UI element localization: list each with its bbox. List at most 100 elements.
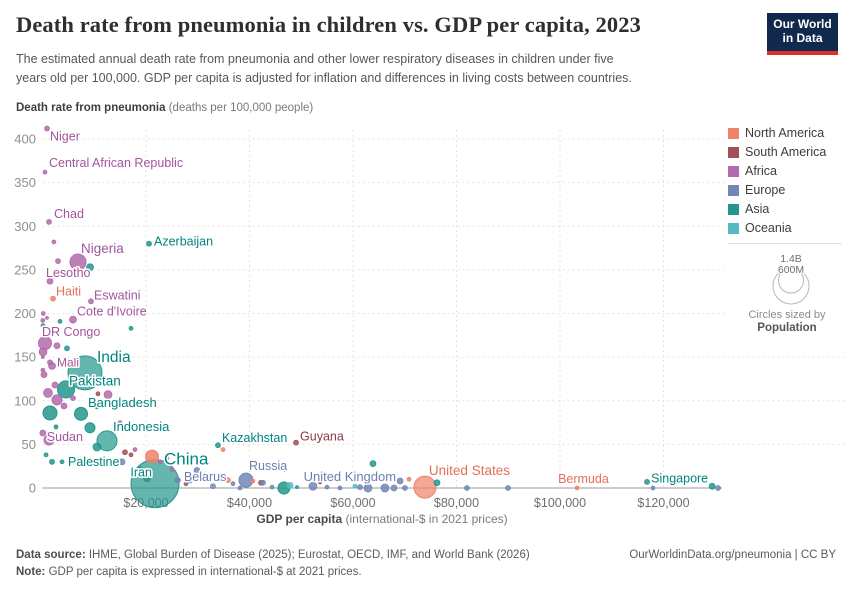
data-point[interactable] xyxy=(193,467,201,474)
data-point[interactable] xyxy=(269,484,275,490)
data-point-sudan[interactable] xyxy=(39,429,47,437)
data-point[interactable] xyxy=(260,479,266,486)
data-point[interactable] xyxy=(70,395,76,402)
data-point-guyana[interactable] xyxy=(293,439,299,446)
country-label-india[interactable]: India xyxy=(95,347,132,367)
country-label-palestine[interactable]: Palestine xyxy=(67,453,121,470)
data-point-united-states[interactable] xyxy=(413,475,437,499)
country-label-indonesia[interactable]: Indonesia xyxy=(111,417,171,435)
legend-item-asia[interactable]: Asia xyxy=(728,202,846,216)
data-point[interactable] xyxy=(51,394,63,406)
data-point[interactable] xyxy=(644,479,650,485)
country-label-belarus[interactable]: Belarus xyxy=(182,469,227,486)
data-point-mali[interactable] xyxy=(47,359,53,366)
country-label-russia[interactable]: Russia xyxy=(247,458,288,475)
data-point[interactable] xyxy=(38,347,48,357)
data-point[interactable] xyxy=(86,263,94,272)
country-label-azerbaijan[interactable]: Azerbaijan xyxy=(153,233,215,250)
data-point[interactable] xyxy=(505,485,511,491)
owid-url-link[interactable]: OurWorldinData.org/pneumonia | CC BY xyxy=(629,549,836,561)
country-label-cote-d-ivoire[interactable]: Cote d'Ivoire xyxy=(75,303,148,320)
data-point[interactable] xyxy=(324,484,330,490)
country-label-chad[interactable]: Chad xyxy=(53,205,86,222)
owid-logo[interactable]: Our World in Data xyxy=(767,13,838,55)
country-label-kazakhstan[interactable]: Kazakhstan xyxy=(220,430,288,447)
data-point-palestine[interactable] xyxy=(59,459,65,465)
data-point-singapore[interactable] xyxy=(708,482,716,490)
data-point[interactable] xyxy=(337,485,343,491)
data-point-bangladesh[interactable] xyxy=(74,406,89,421)
country-label-nigeria[interactable]: Nigeria xyxy=(80,240,126,258)
data-point[interactable] xyxy=(95,391,101,397)
data-point[interactable] xyxy=(103,390,113,400)
data-point[interactable] xyxy=(43,434,55,446)
data-point[interactable] xyxy=(118,458,126,466)
data-point[interactable] xyxy=(128,325,134,331)
data-point[interactable] xyxy=(464,485,470,491)
data-point[interactable] xyxy=(92,442,102,452)
data-point-chad[interactable] xyxy=(46,219,52,225)
country-label-haiti[interactable]: Haiti xyxy=(55,283,83,300)
country-label-central-african-republic[interactable]: Central African Republic xyxy=(47,155,184,172)
data-point[interactable] xyxy=(40,311,46,316)
legend-item-oceania[interactable]: Oceania xyxy=(728,221,846,235)
data-point[interactable] xyxy=(380,483,390,493)
data-point[interactable] xyxy=(57,318,63,324)
data-point[interactable] xyxy=(120,425,124,429)
data-point-azerbaijan[interactable] xyxy=(146,240,152,247)
data-point[interactable] xyxy=(40,355,45,359)
data-point-lesotho[interactable] xyxy=(46,277,54,285)
data-point[interactable] xyxy=(53,424,59,430)
country-label-bermuda[interactable]: Bermuda xyxy=(557,471,611,488)
data-point-central-african-republic[interactable] xyxy=(42,169,48,175)
data-point[interactable] xyxy=(64,345,70,352)
data-point[interactable] xyxy=(230,481,236,487)
data-point[interactable] xyxy=(43,388,53,398)
data-point[interactable] xyxy=(40,367,46,373)
legend-item-south-america[interactable]: South America xyxy=(728,145,846,159)
country-label-mali[interactable]: Mali xyxy=(56,354,81,371)
data-point-kazakhstan[interactable] xyxy=(215,442,221,449)
data-point[interactable] xyxy=(117,420,123,425)
legend-item-africa[interactable]: Africa xyxy=(728,164,846,178)
country-label-iran[interactable]: Iran xyxy=(129,464,154,481)
country-label-dr-congo[interactable]: DR Congo xyxy=(40,324,101,341)
data-point[interactable] xyxy=(308,481,318,491)
data-point[interactable] xyxy=(45,315,49,320)
data-point[interactable] xyxy=(183,481,189,487)
data-point[interactable] xyxy=(317,479,323,485)
data-point-pakistan[interactable] xyxy=(56,380,75,399)
data-point[interactable] xyxy=(169,467,175,473)
data-point[interactable] xyxy=(402,485,408,491)
data-point[interactable] xyxy=(220,447,226,452)
data-point-nigeria[interactable] xyxy=(69,253,87,271)
data-point[interactable] xyxy=(122,449,128,456)
country-label-sudan[interactable]: Sudan xyxy=(45,429,84,446)
data-point-india[interactable] xyxy=(67,355,103,391)
data-point[interactable] xyxy=(650,485,656,491)
data-point[interactable] xyxy=(357,484,363,491)
data-point[interactable] xyxy=(406,476,412,482)
data-point[interactable] xyxy=(55,258,61,265)
data-point[interactable] xyxy=(128,452,134,458)
data-point[interactable] xyxy=(237,485,243,491)
country-label-pakistan[interactable]: Pakistan xyxy=(67,372,122,390)
data-point-bermuda[interactable] xyxy=(574,485,580,491)
data-point[interactable] xyxy=(208,474,214,480)
data-point-haiti[interactable] xyxy=(50,295,56,302)
data-point[interactable] xyxy=(145,449,160,464)
data-point[interactable] xyxy=(390,484,398,492)
data-point[interactable] xyxy=(157,459,163,465)
data-point-indonesia[interactable] xyxy=(96,430,118,452)
data-point[interactable] xyxy=(40,323,46,329)
data-point[interactable] xyxy=(433,479,441,487)
data-point[interactable] xyxy=(286,482,294,489)
data-point[interactable] xyxy=(174,477,180,484)
data-point[interactable] xyxy=(363,483,373,493)
data-point[interactable] xyxy=(715,485,721,491)
country-label-eswatini[interactable]: Eswatini xyxy=(92,287,142,304)
data-point[interactable] xyxy=(174,452,180,458)
data-point[interactable] xyxy=(187,478,193,484)
data-point[interactable] xyxy=(369,460,377,467)
data-point[interactable] xyxy=(42,405,58,421)
